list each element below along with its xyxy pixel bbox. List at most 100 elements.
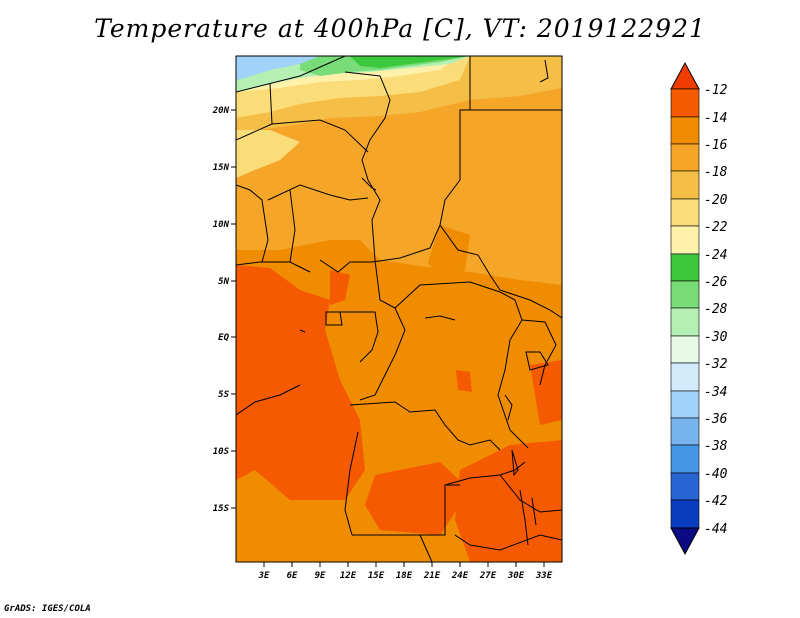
border-benin (289, 189, 296, 263)
lon-label: 24E (451, 571, 469, 581)
colorbar-segment (670, 390, 700, 419)
border-angola-drc (349, 401, 501, 451)
country-borders (236, 56, 562, 562)
border-niger-south (271, 119, 369, 153)
border-niger-chad (344, 71, 391, 181)
border-lake-mweru (511, 449, 519, 477)
lat-label: 5N (218, 277, 229, 287)
border-nigeria-coast (319, 259, 372, 273)
border-island (299, 329, 306, 333)
colorbar-segment (670, 362, 700, 392)
border-congo-river (424, 315, 456, 321)
field-red-west-coast (236, 265, 365, 500)
lat-label: 20N (212, 106, 230, 116)
lon-label: 21E (423, 571, 441, 581)
border-lake-tanganyika (504, 394, 513, 421)
colorbar-segment (670, 198, 700, 227)
field-sky-blue (236, 56, 320, 80)
colorbar: -12 -14 -16 -18 -20 -22 -24 -26 -28 -30 … (670, 61, 728, 556)
lon-label: 9E (315, 571, 326, 581)
colorbar-label: -20 (704, 193, 728, 208)
lon-label: 18E (396, 571, 413, 581)
border-west-coast-1 (236, 184, 269, 263)
border-nigeria-cameroon (367, 179, 396, 309)
colorbar-segment (670, 225, 700, 255)
border-south-sudan (499, 289, 562, 319)
colorbar-cap-top (670, 61, 700, 90)
colorbar-segment (670, 143, 700, 172)
colorbar-label: -34 (704, 385, 727, 400)
lat-label: 10N (213, 220, 230, 230)
lat-label: 5S (218, 390, 229, 400)
colorbar-segment (670, 417, 700, 446)
colorbar-label: -32 (704, 357, 728, 372)
border-eq-guinea (325, 311, 343, 326)
colorbar-label: -40 (704, 467, 728, 482)
lat-label: 15S (213, 504, 230, 514)
colorbar-segment (670, 170, 700, 200)
colorbar-cap-bottom (670, 527, 700, 556)
border-namibia-botswana (419, 534, 433, 562)
field-red-east (530, 360, 562, 425)
border-angola-coast (344, 431, 359, 536)
field-red-gabon (330, 270, 350, 305)
border-angola-south (352, 484, 460, 536)
lon-label: 30E (507, 571, 525, 581)
border-algeria-north (236, 56, 346, 93)
colorbar-label: -38 (704, 439, 728, 454)
colorbar-segment (670, 88, 700, 118)
colorbar-segment (670, 253, 700, 282)
border-coastal-1 (236, 384, 301, 416)
grads-credit: GrADS: IGES/COLA (4, 604, 91, 614)
temperature-field (236, 56, 562, 562)
latitude-axis: 20N 15N 10N 5N EQ 5S 10S 15S (212, 106, 236, 514)
colorbar-label: -22 (704, 220, 728, 235)
colorbar-label: -14 (704, 111, 727, 126)
border-lake-malawi-east (531, 497, 537, 526)
border-red-sea (539, 59, 549, 83)
field-red-small (456, 370, 472, 392)
colorbar-label: -36 (704, 412, 728, 427)
border-car-north (371, 224, 441, 263)
colorbar-label: -28 (704, 302, 728, 317)
colorbar-label: -18 (704, 165, 728, 180)
lon-label: 15E (368, 571, 385, 581)
colorbar-label: -16 (704, 138, 728, 153)
border-lake-chad (361, 177, 377, 191)
border-congo-drc (359, 307, 406, 401)
colorbar-segment (670, 472, 700, 501)
lon-label: 6E (287, 571, 298, 581)
border-lake-malawi-west (519, 489, 529, 546)
lon-label: 33E (535, 571, 553, 581)
lat-label: EQ (218, 333, 229, 343)
colorbar-segment (670, 444, 700, 474)
field-red-mozambique (455, 440, 562, 562)
colorbar-label: -30 (704, 330, 728, 345)
lat-label: 10S (213, 447, 230, 457)
colorbar-label: -24 (704, 248, 727, 263)
border-uganda-kenya (521, 319, 557, 386)
border-lake-victoria (525, 351, 549, 371)
border-zimbabwe (454, 534, 562, 551)
lon-label: 3E (258, 571, 270, 581)
map-title: Temperature at 400hPa [C], VT: 201912292… (94, 14, 706, 43)
border-gulf-coast (236, 261, 311, 273)
colorbar-segment (670, 280, 700, 309)
lon-label: 12E (340, 571, 357, 581)
border-gabon-congo (340, 311, 379, 363)
colorbar-label: -42 (704, 494, 728, 509)
border-nigeria-north (267, 184, 369, 201)
longitude-axis: 3E 6E 9E 12E 15E 18E 21E 24E 27E 30E 33E (258, 562, 553, 581)
field-red-zambia (365, 462, 470, 535)
lon-label: 27E (479, 571, 497, 581)
colorbar-label: -44 (704, 522, 727, 537)
colorbar-segment (670, 116, 700, 145)
colorbar-label: -26 (704, 275, 728, 290)
map-frame (235, 55, 563, 563)
lat-label: 15N (213, 163, 230, 173)
field-pale-yellow-west (236, 130, 300, 178)
colorbar-label: -12 (704, 83, 728, 98)
colorbar-segment (670, 335, 700, 364)
border-car-south (394, 281, 516, 309)
